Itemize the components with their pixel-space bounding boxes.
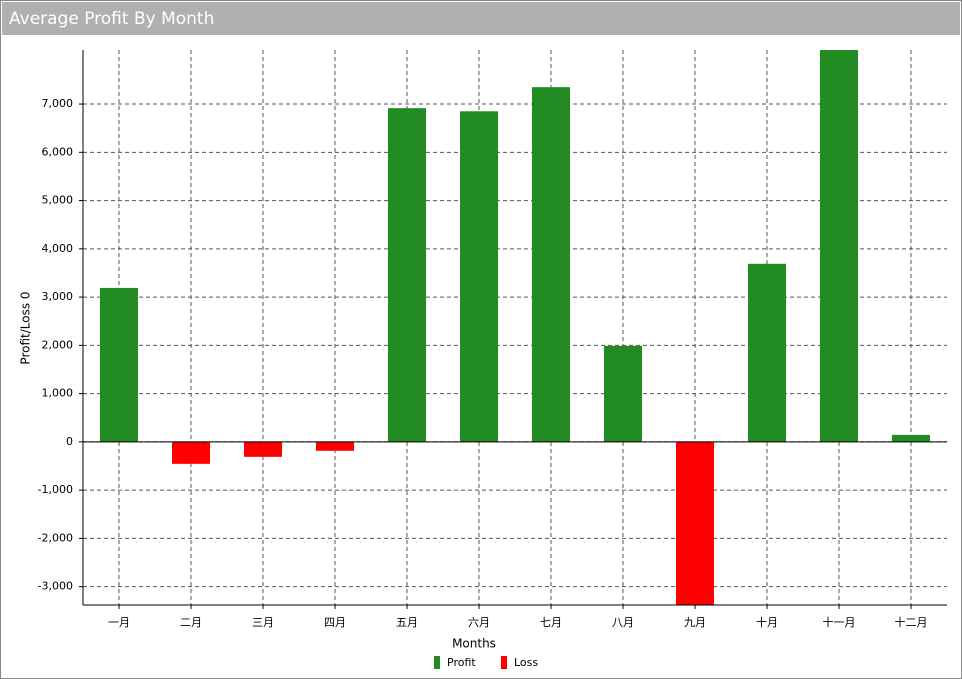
y-tick-label: 4,000 xyxy=(42,242,74,255)
chart-title: Average Profit By Month xyxy=(9,9,214,29)
y-tick-label: 0 xyxy=(66,435,73,448)
x-tick-label: 一月 xyxy=(108,616,130,629)
y-tick-label: 7,000 xyxy=(42,97,74,110)
bar xyxy=(532,87,570,442)
bar xyxy=(172,441,210,464)
bar xyxy=(316,441,354,451)
x-tick-label: 六月 xyxy=(468,616,490,629)
x-tick-label: 五月 xyxy=(396,616,418,629)
legend-label: Loss xyxy=(514,656,538,669)
bar xyxy=(460,111,498,442)
x-tick-label: 十二月 xyxy=(895,615,928,629)
y-tick-label: -1,000 xyxy=(38,483,73,496)
x-tick-label: 十一月 xyxy=(823,615,856,629)
bar xyxy=(748,263,786,442)
x-axis-label: Months xyxy=(452,637,496,651)
x-tick-label: 三月 xyxy=(252,616,274,629)
bar xyxy=(892,434,930,442)
legend-swatch xyxy=(501,656,507,669)
x-tick-label: 八月 xyxy=(612,616,634,629)
bar xyxy=(820,50,858,442)
bar xyxy=(604,345,642,442)
bar xyxy=(100,287,138,442)
bar xyxy=(388,108,426,442)
x-tick-label: 十月 xyxy=(756,615,778,629)
y-tick-label: 2,000 xyxy=(42,338,74,351)
title-bar xyxy=(2,2,960,35)
y-tick-label: 3,000 xyxy=(42,290,74,303)
x-tick-label: 二月 xyxy=(180,616,202,629)
bar xyxy=(244,441,282,457)
y-tick-label: 5,000 xyxy=(42,194,74,207)
bar xyxy=(676,441,714,605)
y-tick-label: 1,000 xyxy=(42,387,74,400)
y-tick-label: -2,000 xyxy=(38,531,73,544)
x-tick-label: 九月 xyxy=(684,616,706,629)
legend-label: Profit xyxy=(447,656,476,669)
y-tick-label: -3,000 xyxy=(38,580,73,593)
y-axis-label: Profit/Loss 0 xyxy=(19,291,33,364)
x-tick-label: 四月 xyxy=(324,616,346,629)
y-tick-label: 6,000 xyxy=(42,145,74,158)
legend-swatch xyxy=(434,656,440,669)
x-tick-label: 七月 xyxy=(540,616,562,629)
